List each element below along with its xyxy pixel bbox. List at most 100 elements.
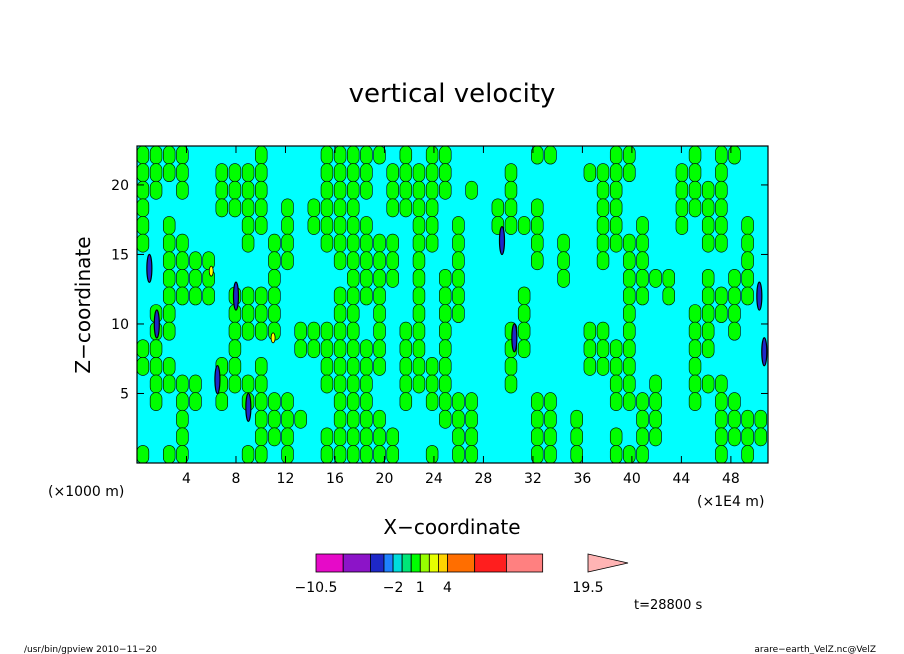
updraft-region: [347, 163, 360, 183]
updraft-region: [137, 146, 150, 165]
updraft-region: [649, 427, 662, 447]
updraft-region: [360, 339, 373, 359]
updraft-region: [636, 427, 649, 447]
updraft-region: [149, 146, 163, 165]
updraft-region: [373, 339, 386, 359]
updraft-region: [688, 146, 702, 165]
colorbar-extension: [587, 553, 629, 573]
updraft-region: [176, 251, 189, 271]
updraft-region: [307, 216, 321, 235]
updraft-region: [609, 180, 623, 200]
updraft-region: [176, 445, 189, 463]
x-tick-label: 44: [672, 471, 690, 487]
updraft-region: [452, 233, 465, 253]
updraft-region: [281, 445, 294, 463]
updraft-region: [162, 146, 176, 165]
updraft-region: [623, 445, 636, 463]
updraft-region: [307, 321, 321, 341]
updraft-region: [333, 146, 347, 165]
updraft-region: [189, 392, 202, 411]
updraft-region: [439, 163, 452, 183]
updraft-region: [333, 163, 347, 183]
updraft-region: [504, 180, 518, 200]
updraft-region: [741, 268, 754, 288]
updraft-region: [162, 233, 176, 253]
updraft-region: [320, 374, 334, 394]
updraft-region: [439, 180, 452, 200]
updraft-region: [347, 268, 360, 288]
updraft-region: [281, 409, 294, 429]
updraft-region: [333, 180, 347, 200]
updraft-region: [452, 216, 465, 235]
updraft-region: [255, 427, 268, 447]
updraft-region: [465, 180, 478, 200]
updraft-region: [399, 180, 413, 200]
updraft-region: [517, 304, 531, 323]
updraft-region: [675, 198, 689, 218]
updraft-region: [517, 216, 531, 235]
chart-title: vertical velocity: [349, 79, 556, 109]
updraft-region: [360, 233, 373, 253]
updraft-region: [688, 163, 702, 183]
updraft-region: [386, 268, 399, 288]
updraft-region: [255, 392, 268, 411]
updraft-region: [596, 198, 610, 218]
updraft-region: [281, 233, 294, 253]
updraft-region: [728, 146, 741, 165]
updraft-region: [701, 339, 715, 359]
updraft-region: [465, 392, 478, 411]
updraft-region: [241, 216, 255, 235]
updraft-region: [333, 427, 347, 447]
updraft-region: [583, 321, 597, 341]
updraft-region: [360, 286, 373, 306]
updraft-region: [609, 392, 623, 411]
updraft-region: [544, 409, 557, 429]
updraft-region: [412, 357, 426, 376]
updraft-region: [715, 392, 728, 411]
updraft-region: [228, 163, 242, 183]
updraft-region: [386, 180, 399, 200]
strong-downdraft: [511, 323, 518, 353]
updraft-region: [176, 374, 189, 394]
updraft-region: [162, 357, 176, 376]
updraft-region: [255, 198, 268, 218]
updraft-region: [320, 216, 334, 235]
updraft-region: [399, 339, 413, 359]
updraft-region: [347, 198, 360, 218]
updraft-region: [386, 163, 399, 183]
updraft-region: [137, 357, 150, 376]
field-background: [137, 146, 768, 463]
updraft-region: [715, 198, 728, 218]
updraft-region: [452, 392, 465, 411]
y-tick-label: 15: [111, 247, 129, 263]
updraft-region: [241, 180, 255, 200]
x-axis-ticks: 4 8 12 16 20 24 28 32 36 40 44 48: [182, 146, 740, 487]
updraft-region: [347, 304, 360, 323]
updraft-region: [701, 304, 715, 323]
updraft-region: [517, 286, 531, 306]
updraft-region: [373, 357, 386, 376]
updraft-region: [320, 357, 334, 376]
colorbar-segment: [401, 553, 412, 573]
updraft-region: [373, 445, 386, 463]
updraft-region: [570, 409, 583, 429]
y-tick-label: 5: [120, 386, 129, 402]
y-tick-label: 20: [111, 178, 129, 194]
updraft-region: [504, 198, 518, 218]
updraft-region: [609, 357, 623, 376]
strong-downdraft: [761, 337, 768, 367]
updraft-region: [623, 286, 636, 306]
updraft-region: [504, 216, 518, 235]
updraft-region: [583, 357, 597, 376]
updraft-region: [425, 216, 439, 235]
updraft-region: [531, 233, 544, 253]
updraft-region: [360, 427, 373, 447]
x-axis-label: X−coordinate: [383, 515, 520, 539]
updraft-region: [333, 286, 347, 306]
colorbar-segment: [428, 553, 439, 573]
updraft-region: [544, 146, 557, 165]
updraft-region: [412, 216, 426, 235]
updraft-region: [162, 374, 176, 394]
updraft-region: [333, 445, 347, 463]
updraft-region: [636, 286, 649, 306]
